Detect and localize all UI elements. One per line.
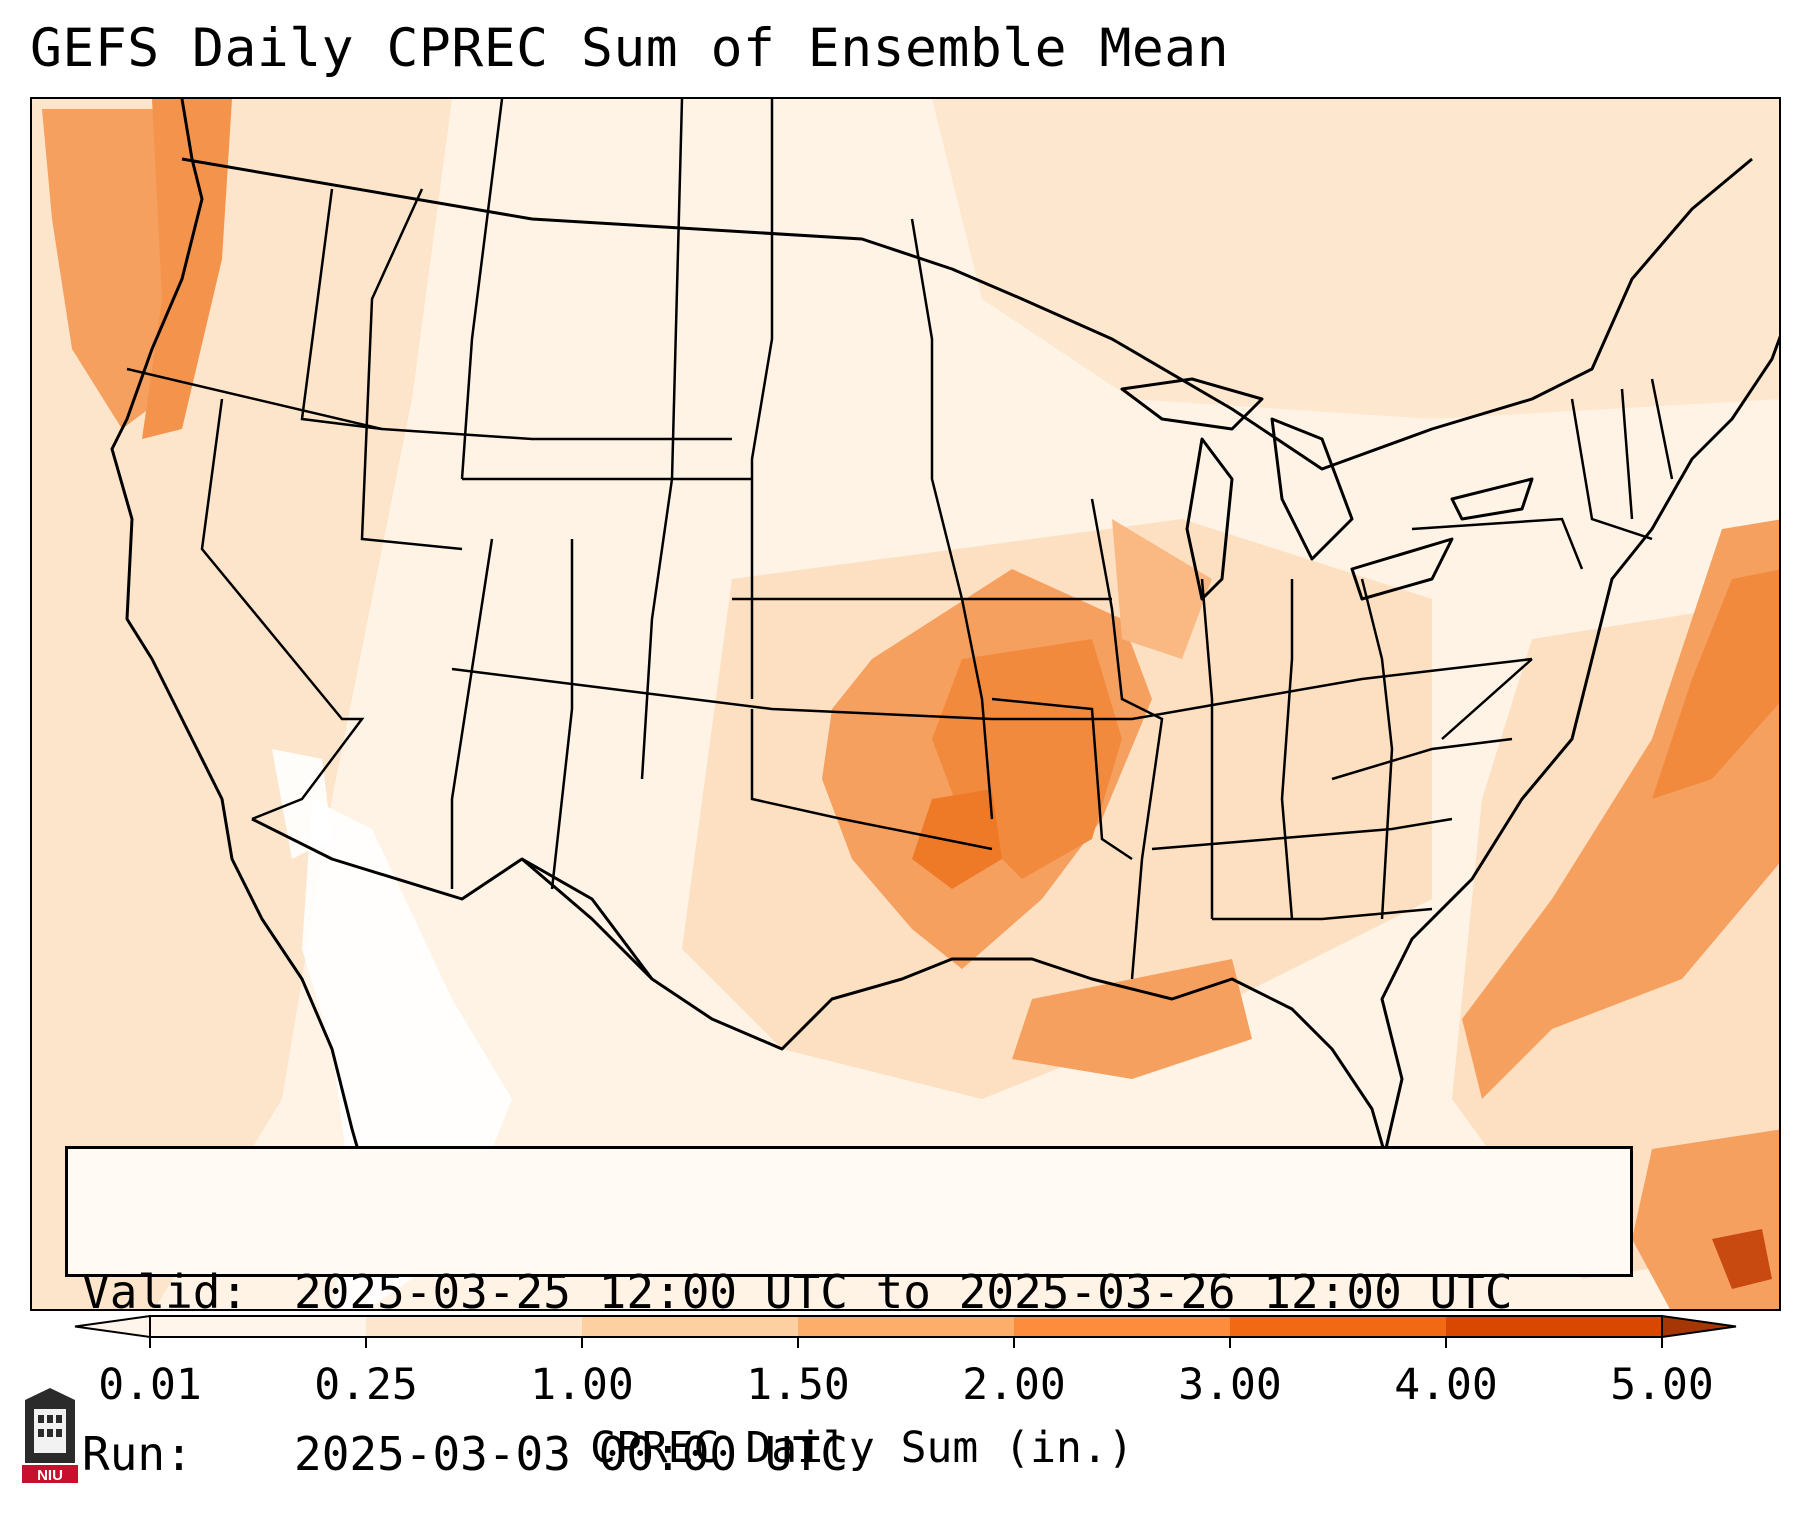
- chart-title: GEFS Daily CPREC Sum of Ensemble Mean: [30, 18, 1230, 79]
- niu-logo: NIU: [22, 1388, 78, 1484]
- colorbar-tick-label: 0.01: [98, 1360, 202, 1410]
- run-label: Run:: [82, 1427, 193, 1481]
- state-boundaries: [126, 99, 1674, 980]
- valid-label: Valid:: [82, 1265, 249, 1319]
- valid-run-info-box: Valid: 2025-03-25 12:00 UTC to 2025-03-26…: [65, 1146, 1633, 1481]
- colorbar-tick-label: 1.50: [746, 1360, 850, 1410]
- colorbar-extend-high: [1661, 1314, 1737, 1339]
- lake-ontario: [1450, 477, 1534, 521]
- run-value: 2025-03-03 00:00 UTC: [294, 1427, 848, 1481]
- colorbar-tick-label: 3.00: [1178, 1360, 1282, 1410]
- mexico-border: [251, 817, 654, 981]
- colorbar-tick-label: 1.00: [530, 1360, 634, 1410]
- valid-value: 2025-03-25 12:00 UTC to 2025-03-26 12:00…: [294, 1265, 1513, 1319]
- atlantic-coastline: [1370, 335, 1779, 1210]
- map-boundaries: [110, 99, 1779, 1210]
- precip-map: [32, 99, 1779, 1309]
- colorbar-tick-label: 2.00: [962, 1360, 1066, 1410]
- canada-border: [181, 157, 1753, 471]
- lake-erie: [1350, 537, 1454, 601]
- pacific-coastline: [110, 99, 374, 1200]
- map-panel: [30, 97, 1781, 1311]
- gulf-coastline: [521, 857, 1394, 1210]
- colorbar-tick-label: 5.00: [1610, 1360, 1714, 1410]
- precip-shading: [32, 99, 1779, 1309]
- lake-michigan: [1185, 437, 1234, 601]
- colorbar-title: CPREC Daily Sum (in.): [590, 1423, 1134, 1473]
- colorbar-tick-label: 4.00: [1394, 1360, 1498, 1410]
- lake-superior: [1120, 377, 1264, 431]
- lake-huron: [1270, 417, 1354, 561]
- niu-logo-text: NIU: [37, 1467, 63, 1484]
- colorbar-tick-label: 0.25: [314, 1360, 418, 1410]
